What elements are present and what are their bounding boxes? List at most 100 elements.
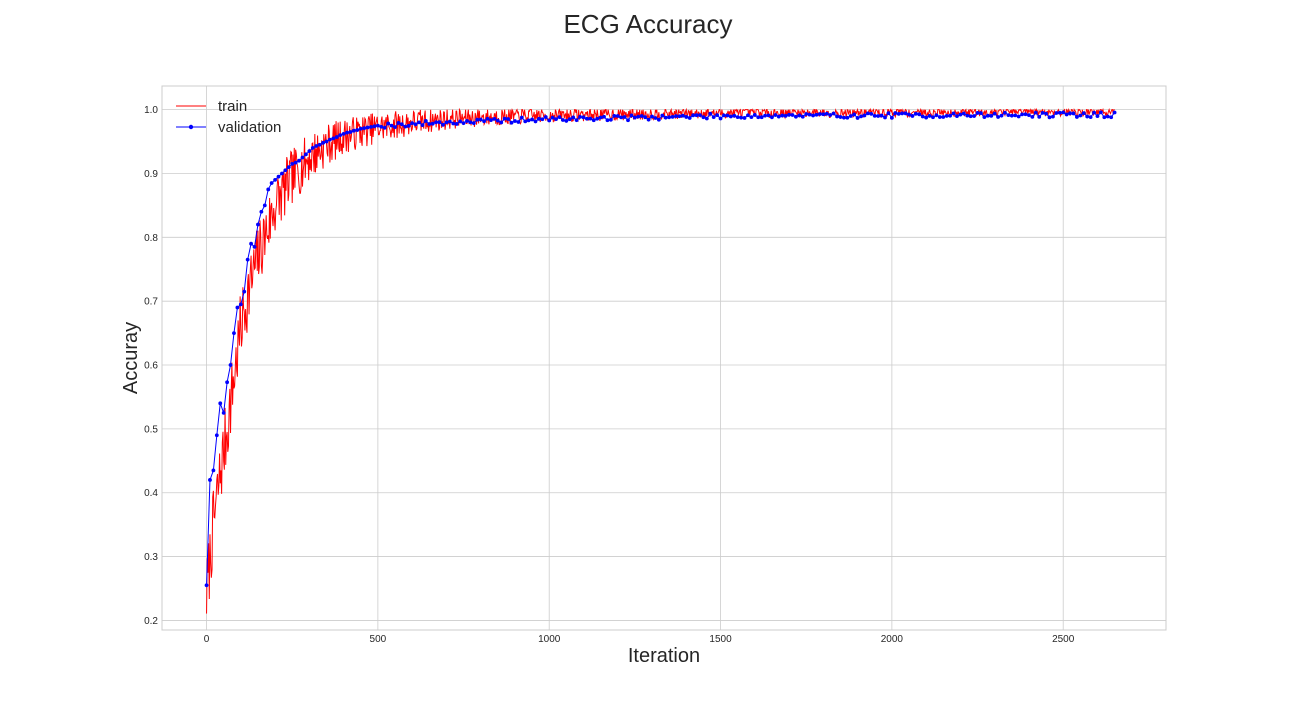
- series-validation-point: [865, 111, 870, 116]
- series-validation-point: [266, 187, 271, 192]
- y-tick-label: 0.9: [144, 169, 158, 180]
- series-validation-point: [917, 112, 922, 117]
- series-validation-point: [519, 115, 524, 120]
- series-validation-point: [598, 115, 603, 120]
- series-validation-point: [1092, 110, 1096, 115]
- series-validation-point: [537, 116, 541, 121]
- series-validation-point: [612, 113, 617, 118]
- series-validation-point: [752, 113, 757, 117]
- series-validation-point: [341, 131, 346, 136]
- series-validation-point: [677, 114, 682, 119]
- series-validation-point: [1112, 110, 1117, 115]
- series-validation-point: [235, 305, 240, 310]
- legend-validation-marker: [188, 124, 194, 130]
- series-validation-point: [523, 119, 528, 124]
- series-validation-point: [1044, 111, 1048, 116]
- series-validation-point: [307, 149, 312, 154]
- y-tick-label: 0.5: [144, 424, 158, 435]
- series-validation-point: [417, 120, 421, 125]
- series-validation-point: [780, 113, 785, 118]
- series-validation-point: [728, 114, 733, 119]
- series-validation-point: [262, 203, 267, 208]
- series-validation-point: [842, 115, 846, 120]
- series-validation-point: [444, 120, 449, 125]
- series-validation-point: [718, 116, 723, 121]
- series-validation-point: [852, 112, 857, 117]
- series-validation-point: [259, 209, 264, 214]
- series-validation-point: [232, 331, 236, 335]
- series-validation-point: [835, 114, 839, 119]
- series-validation-point: [585, 116, 589, 121]
- series-validation-point: [471, 121, 476, 126]
- series-validation-point: [499, 120, 504, 125]
- series-validation-point: [437, 120, 442, 125]
- series-validation-point: [547, 118, 552, 123]
- series-validation-point: [204, 583, 209, 588]
- series-validation-point: [399, 122, 404, 127]
- series-validation-point: [838, 115, 843, 119]
- series-validation-point: [968, 114, 973, 119]
- series-validation-point: [643, 115, 648, 120]
- series-validation-point: [704, 116, 709, 121]
- series-validation-point: [924, 115, 929, 120]
- series-validation-point: [550, 115, 555, 120]
- y-tick-label: 0.8: [144, 233, 158, 244]
- series-validation-point: [554, 117, 558, 121]
- x-axis-label: Iteration: [628, 645, 700, 667]
- series-validation-point: [502, 116, 507, 121]
- series-validation-point: [951, 111, 956, 116]
- series-validation-point: [937, 115, 942, 119]
- series-validation-point: [1081, 111, 1086, 115]
- series-validation-point: [543, 115, 548, 119]
- series-validation-point: [434, 120, 439, 125]
- series-validation-point: [273, 177, 277, 182]
- series-validation-point: [1033, 110, 1038, 115]
- series-validation-point: [393, 125, 397, 129]
- series-validation-point: [886, 111, 891, 116]
- series-validation-point: [989, 113, 994, 118]
- series-validation-point: [632, 115, 637, 120]
- series-validation-point: [927, 114, 932, 118]
- series-validation-point: [1009, 113, 1014, 118]
- series-validation-point: [389, 123, 394, 128]
- series-validation-point: [955, 114, 959, 119]
- series-validation-point: [766, 113, 771, 118]
- series-validation-point: [492, 116, 497, 121]
- series-validation-point: [561, 118, 565, 122]
- series-validation-point: [413, 122, 418, 127]
- x-tick-label: 0: [204, 634, 210, 645]
- series-validation-point: [958, 112, 963, 117]
- series-validation-point: [646, 117, 651, 122]
- grid-lines: [162, 86, 1166, 630]
- series-validation-point: [574, 118, 579, 123]
- series-validation-point: [1095, 114, 1100, 119]
- series-validation-point: [811, 113, 815, 118]
- series-validation-point: [321, 140, 325, 145]
- series-validation-point: [1027, 113, 1031, 117]
- series-validation-point: [1098, 110, 1103, 115]
- series-validation-point: [794, 114, 798, 119]
- series-validation-point: [567, 117, 572, 122]
- y-tick-label: 0.6: [144, 361, 158, 372]
- series-validation-point: [732, 113, 737, 118]
- series-validation-point: [447, 119, 452, 124]
- series-validation-point: [608, 117, 613, 122]
- series-validation-point: [828, 113, 833, 117]
- series-validation-point: [509, 120, 514, 125]
- y-tick-label: 0.3: [144, 552, 158, 563]
- series-validation-point: [211, 468, 216, 473]
- series-validation-point: [571, 115, 576, 120]
- series-validation-point: [513, 119, 517, 123]
- series-validation-point: [725, 113, 730, 118]
- series-validation-point: [889, 115, 894, 120]
- series-validation-point: [831, 111, 836, 116]
- series-validation-point: [530, 117, 534, 122]
- series-validation-point: [485, 116, 490, 121]
- series-validation-point: [763, 113, 767, 118]
- series-validation-point: [701, 115, 706, 120]
- series-validation-point: [355, 128, 360, 132]
- series-validation-point: [461, 121, 466, 126]
- series-validation-point: [999, 113, 1004, 118]
- x-tick-label: 500: [370, 634, 387, 645]
- series-validation-point: [800, 114, 805, 119]
